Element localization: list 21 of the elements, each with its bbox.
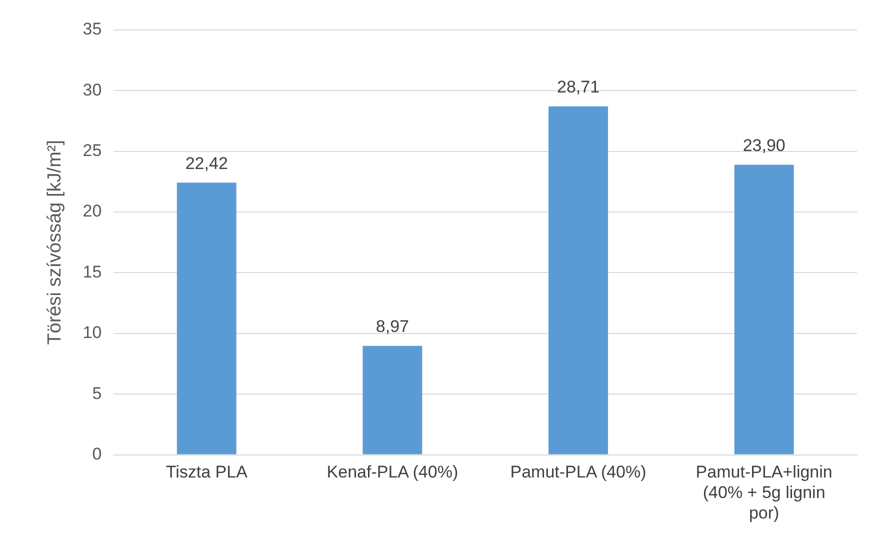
y-tick-label: 20 xyxy=(82,202,102,221)
x-tick-label: Tiszta PLA xyxy=(166,462,248,482)
data-label: 23,90 xyxy=(742,136,786,155)
data-label: 22,42 xyxy=(185,154,228,173)
data-label: 8,97 xyxy=(376,317,409,336)
bar xyxy=(548,106,608,454)
data-label: 28,71 xyxy=(556,78,600,97)
x-tick-label: Kenaf-PLA (40%) xyxy=(326,462,458,482)
x-tick-label: Pamut-PLA (40%) xyxy=(510,462,646,482)
y-tick-label: 25 xyxy=(82,141,102,160)
x-tick-label: Pamut-PLA+lignin (40% + 5g lignin por) xyxy=(696,462,832,522)
y-tick-label: 10 xyxy=(82,323,102,342)
y-tick-label: 30 xyxy=(82,80,102,100)
y-tick-label: 5 xyxy=(92,384,102,403)
y-tick-label: 35 xyxy=(82,20,102,39)
y-axis-title: Törési szívósság [kJ/m²] xyxy=(44,140,66,345)
y-tick-label: 15 xyxy=(82,262,102,282)
bar xyxy=(734,164,794,454)
bar xyxy=(362,346,422,454)
y-tick-label: 0 xyxy=(92,444,102,464)
bar xyxy=(176,182,236,454)
